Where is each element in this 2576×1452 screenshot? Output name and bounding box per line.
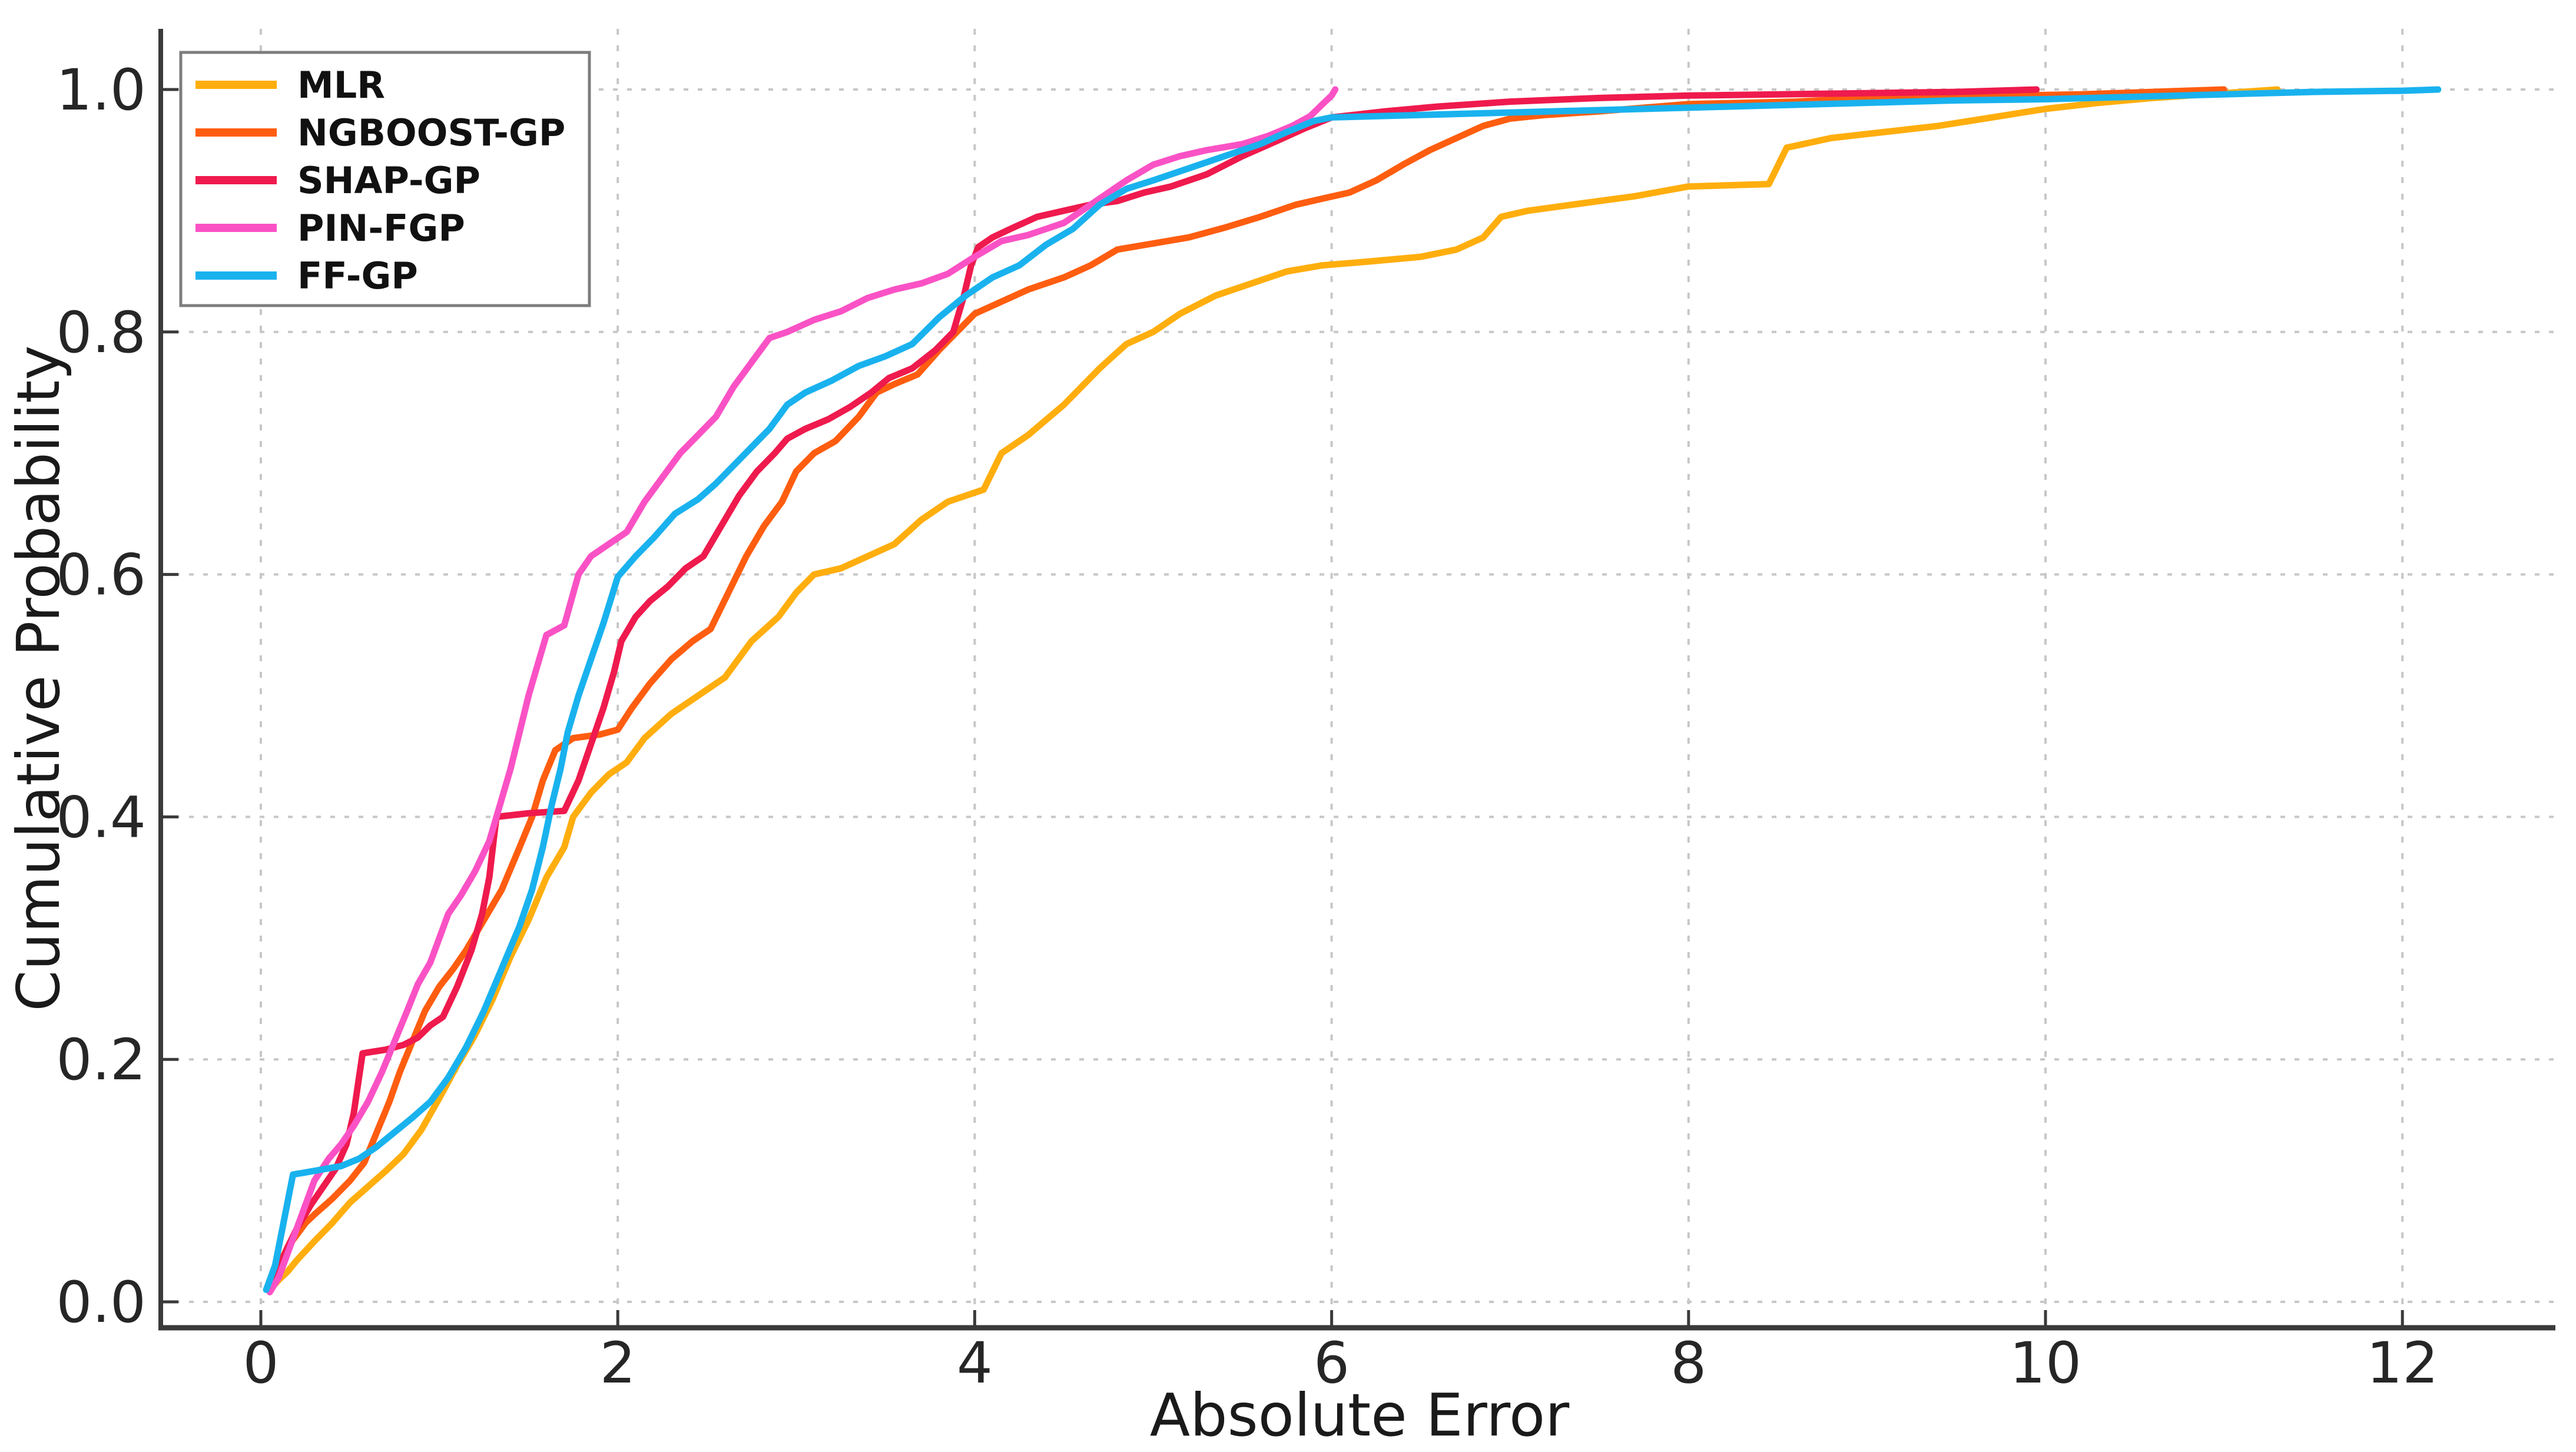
legend-label-SHAP-GP: SHAP-GP: [297, 159, 480, 202]
x-tick-label-2: 2: [600, 1330, 636, 1396]
y-tick-label-0.8: 0.8: [56, 300, 146, 366]
series-line-PIN-FGP: [266, 86, 1339, 1295]
x-tick-label-4: 4: [957, 1330, 993, 1396]
legend-label-FF-GP: FF-GP: [297, 254, 418, 297]
series-lines: [263, 86, 2442, 1295]
legend-label-PIN-FGP: PIN-FGP: [297, 207, 465, 250]
axes-spines: [158, 29, 2555, 1331]
y-tick-label-0.2: 0.2: [56, 1027, 146, 1093]
x-tick-label-6: 6: [1314, 1330, 1350, 1396]
legend-label-NGBOOST-GP: NGBOOST-GP: [297, 111, 565, 154]
y-tick-label-1.0: 1.0: [56, 57, 146, 123]
x-tick-label-8: 8: [1670, 1330, 1706, 1396]
legend-label-MLR: MLR: [297, 64, 385, 107]
y-tick-label-0.4: 0.4: [56, 784, 146, 850]
legend-item-SHAP-GP: SHAP-GP: [195, 159, 480, 202]
x-tick-label-12: 12: [2366, 1330, 2438, 1396]
series-line-MLR: [266, 86, 2281, 1293]
y-tick-label-0.6: 0.6: [56, 542, 146, 608]
y-tick-label-0.0: 0.0: [56, 1269, 146, 1335]
legend-item-MLR: MLR: [195, 64, 385, 107]
x-tick-label-10: 10: [2010, 1330, 2081, 1396]
axis-ticks: [161, 88, 2404, 1328]
axis-tick-labels: 0 2 4 6 8 10 12 0.0 0.2 0.4 0.6 0.8 1.0: [56, 57, 2438, 1396]
x-axis-title: Absolute Error: [1150, 1381, 1570, 1450]
series-line-SHAP-GP: [266, 86, 2040, 1291]
x-tick-label-0: 0: [243, 1330, 279, 1396]
series-line-FF-GP: [263, 86, 2442, 1293]
y-axis-title: Cumulative Probability: [4, 345, 73, 1011]
legend-item-PIN-FGP: PIN-FGP: [195, 207, 465, 250]
legend-item-NGBOOST-GP: NGBOOST-GP: [195, 111, 565, 154]
legend-item-FF-GP: FF-GP: [195, 254, 418, 297]
